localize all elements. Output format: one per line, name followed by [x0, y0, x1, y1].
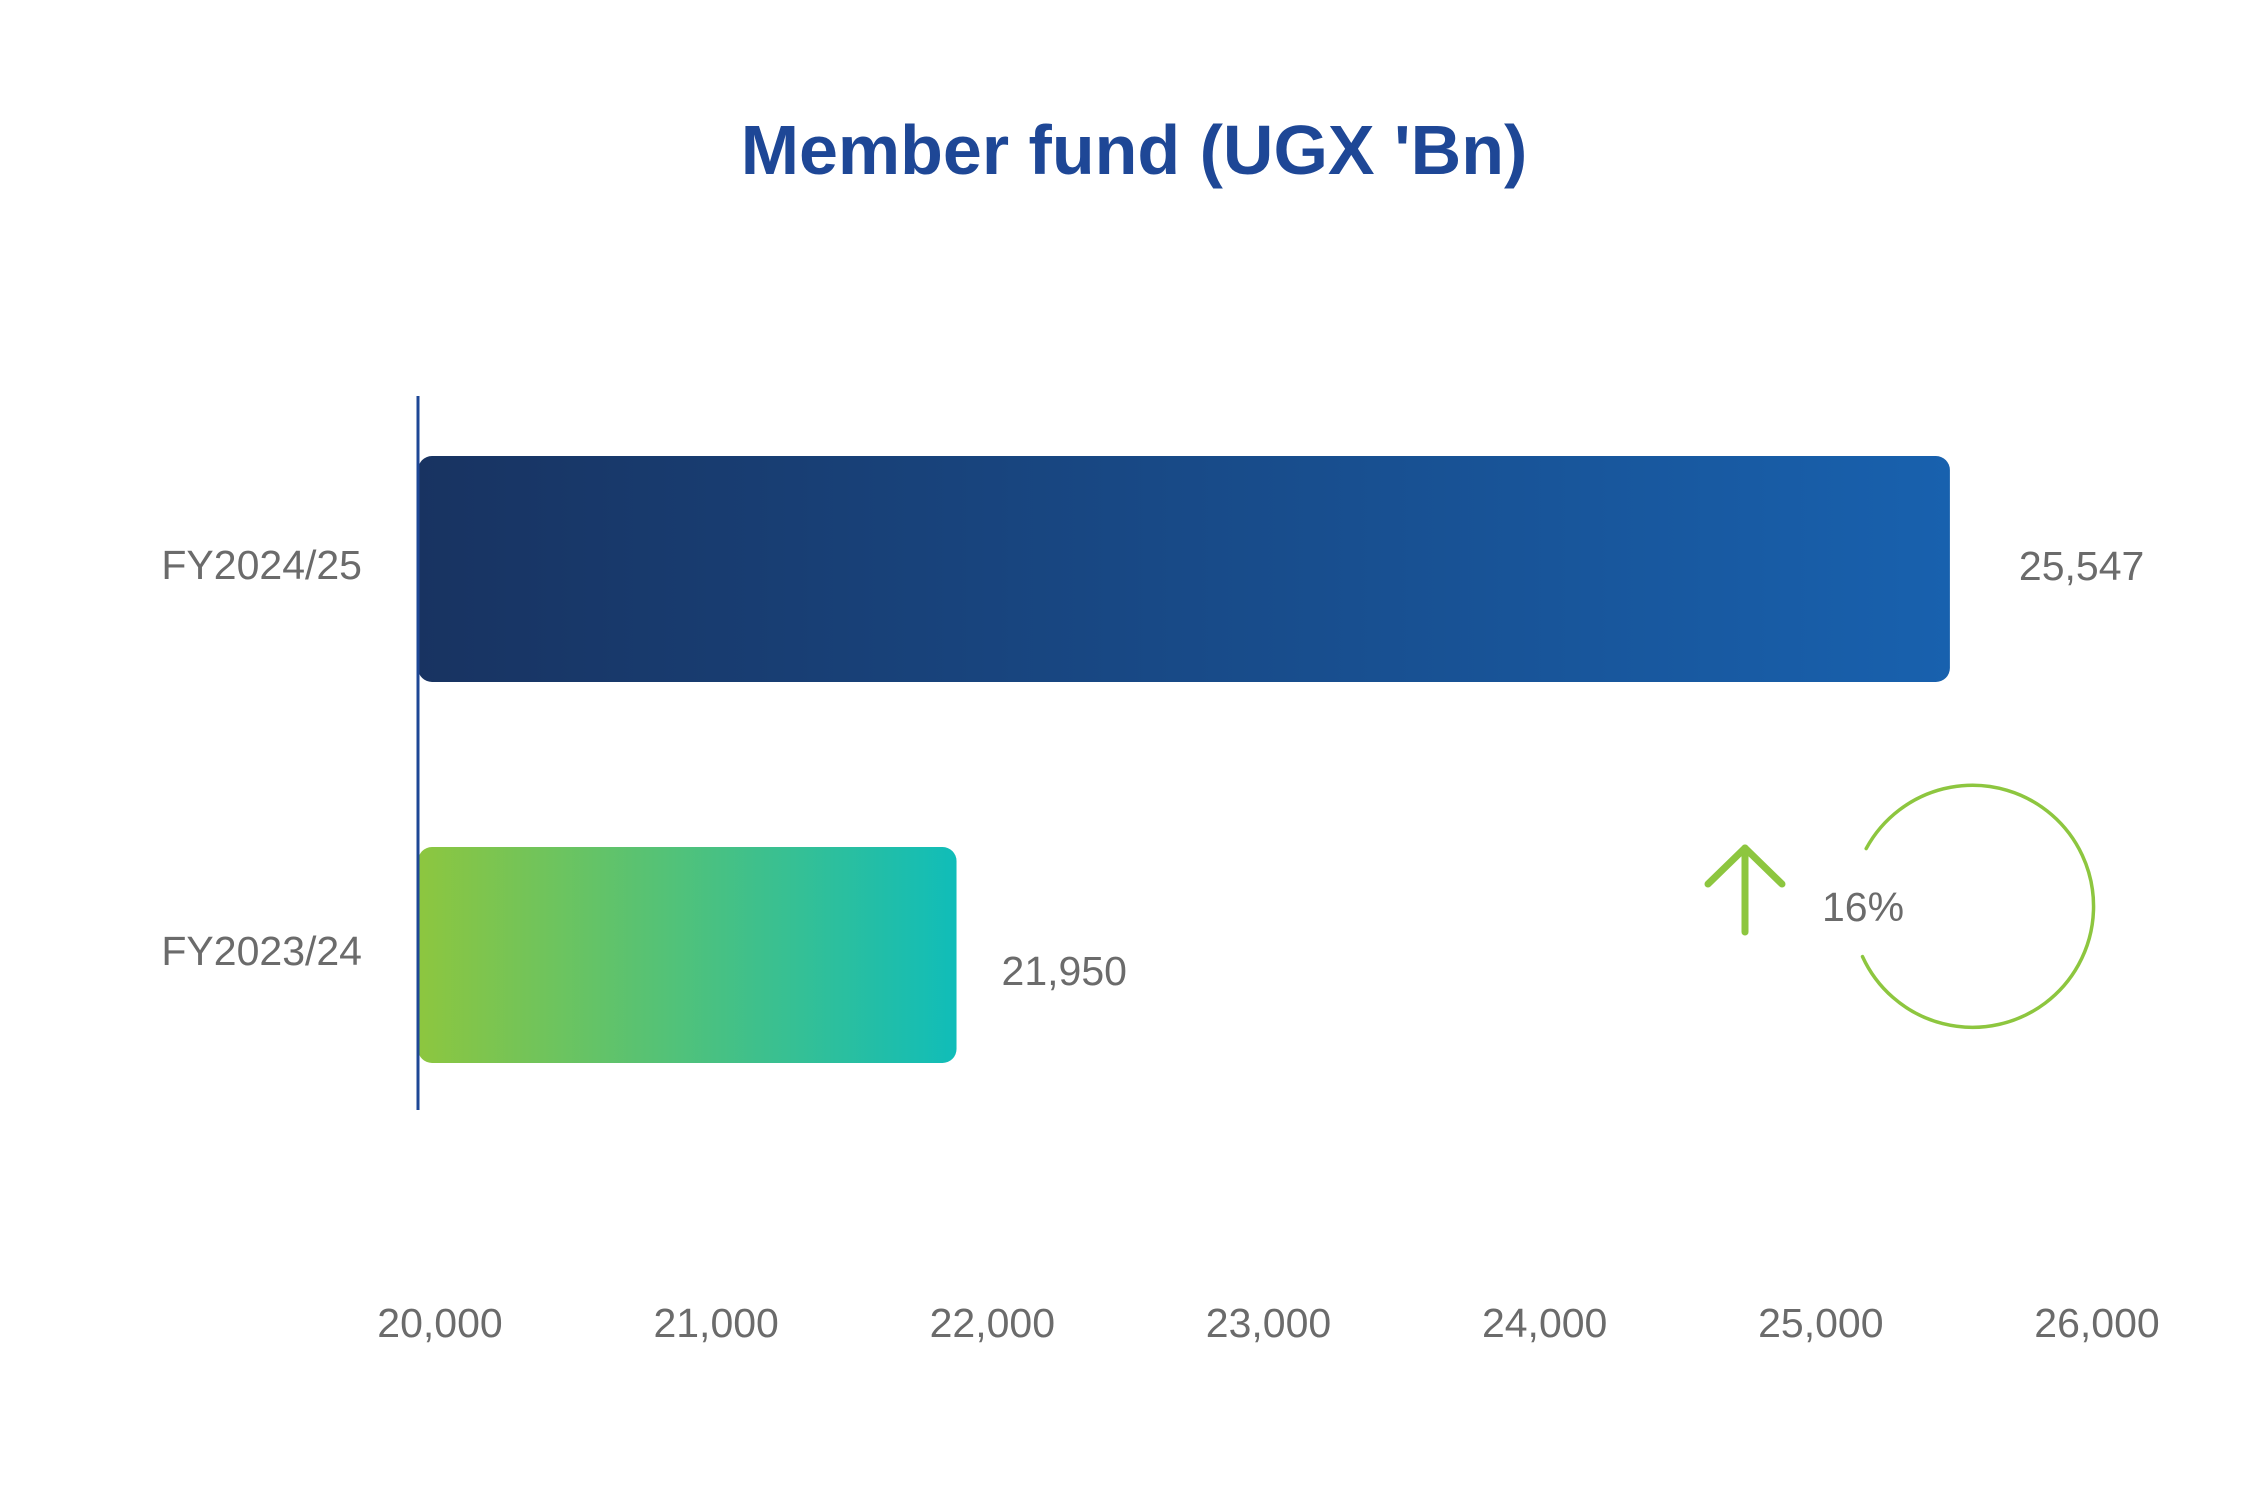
bar-fy2024-25	[418, 456, 1950, 682]
category-label: FY2023/24	[161, 928, 362, 974]
data-label: 21,950	[1002, 948, 1127, 994]
growth-indicator: 16%	[1704, 783, 2096, 1030]
labels-layer: FY2024/25 25,547 FY2023/24 21,950	[161, 542, 2144, 994]
growth-percent-label: 16%	[1822, 884, 1904, 930]
bars-layer	[418, 456, 1950, 1063]
x-tick-label: 25,000	[1758, 1300, 1883, 1346]
x-tick-label: 20,000	[377, 1300, 502, 1346]
x-tick-label: 24,000	[1482, 1300, 1607, 1346]
x-tick-label: 23,000	[1206, 1300, 1331, 1346]
growth-circle-icon	[1860, 783, 2096, 1030]
x-axis-ticks: 20,000 21,000 22,000 23,000 24,000 25,000 26,0…	[377, 1300, 2159, 1346]
x-tick-label: 21,000	[653, 1300, 778, 1346]
category-label: FY2024/25	[161, 542, 362, 588]
chart-title: Member fund (UGX 'Bn)	[741, 111, 1528, 189]
data-label: 25,547	[2019, 543, 2144, 589]
up-arrow-icon	[1704, 844, 1786, 936]
x-tick-label: 22,000	[930, 1300, 1055, 1346]
x-tick-label: 26,000	[2034, 1300, 2159, 1346]
bar-fy2023-24	[418, 847, 957, 1063]
